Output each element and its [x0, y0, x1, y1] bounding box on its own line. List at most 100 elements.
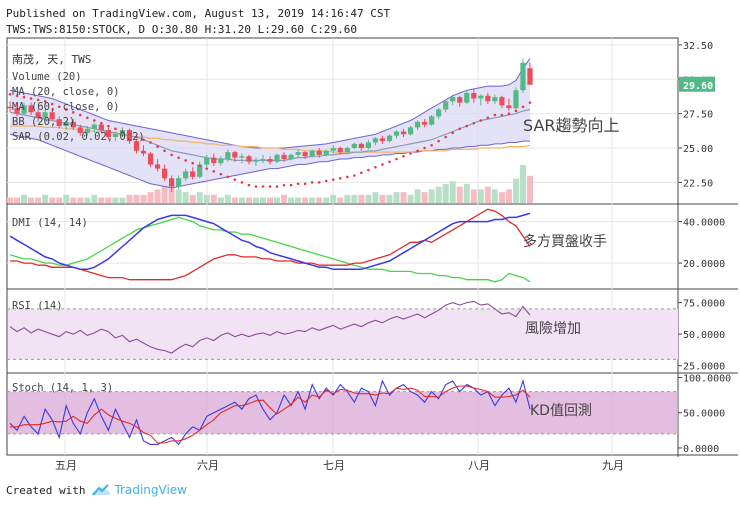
candle-body [302, 152, 308, 157]
sar-dot [114, 127, 117, 131]
candle-body [436, 109, 442, 117]
candle-body [429, 116, 435, 125]
volume-bar [210, 194, 217, 203]
volume-bar [400, 192, 407, 203]
candle-body [464, 93, 470, 103]
tradingview-brand: TradingView [114, 483, 187, 497]
sar-dot [514, 109, 518, 113]
sar-dot [528, 101, 532, 104]
sar-dot [360, 171, 363, 175]
volume-bar [421, 192, 428, 203]
candle-body [112, 134, 119, 137]
volume-bar [231, 197, 238, 203]
volume-bar [393, 192, 400, 203]
sar-dot [226, 175, 230, 179]
tradingview-logo[interactable]: TradingView [91, 483, 187, 497]
volume-bar [295, 197, 302, 203]
candle-body [232, 152, 238, 158]
sar-dot [402, 154, 405, 158]
volume-bar [365, 194, 372, 203]
last-price-badge [679, 76, 715, 92]
volume-bar [288, 197, 295, 203]
volume-bar [91, 194, 98, 203]
volume-bar [133, 194, 140, 203]
candle-body [407, 127, 414, 135]
volume-bar [259, 197, 266, 203]
volume-bar [414, 189, 421, 203]
candle-body [506, 105, 512, 109]
sar-dot [367, 168, 370, 172]
sar-dot [353, 174, 356, 177]
sar-dot [282, 183, 286, 187]
sar-dot [247, 183, 251, 187]
candle-body [457, 97, 463, 103]
bollinger-band-fill [10, 58, 530, 188]
sar-dot [93, 119, 96, 122]
created-with-text: Created with [6, 483, 86, 497]
candle-body [56, 119, 62, 126]
volume-bar [358, 194, 365, 203]
bollinger-lower-line [9, 133, 530, 189]
sar-dot [338, 176, 342, 180]
dmi-y-tick-label: 20.0000 [683, 259, 725, 270]
volume-bar [119, 197, 126, 203]
sar-dot [71, 110, 75, 114]
candle-body [478, 95, 484, 99]
last-price-label: 29.60 [683, 81, 713, 92]
rsi-title: RSI (14) [12, 300, 63, 312]
sar-dot [395, 157, 398, 161]
ma60-line [10, 125, 531, 153]
volume-bar [477, 189, 484, 203]
candle-body [365, 142, 371, 148]
volume-bar [168, 184, 175, 203]
candle-body [77, 127, 83, 133]
volume-bar [140, 194, 147, 203]
x-axis-label: 九月 [602, 459, 624, 472]
legend-item: MA (60, close, 0) [12, 101, 119, 113]
volume-bar [196, 192, 203, 203]
sar-dot [156, 145, 159, 148]
sar-dot [50, 102, 54, 106]
sar-dot [465, 124, 469, 128]
volume-bar [274, 197, 281, 203]
volume-bar [224, 194, 231, 203]
sar-dot [331, 178, 335, 181]
candle-body [161, 168, 168, 179]
volume-bar [512, 178, 519, 203]
sar-dot [212, 170, 216, 173]
candle-body [246, 156, 252, 162]
candle-body [450, 97, 456, 102]
sar-dot [184, 159, 187, 162]
volume-bar [456, 186, 463, 203]
sar-dot [254, 185, 258, 188]
volume-bar [112, 197, 119, 203]
sar-dot [317, 181, 321, 184]
published-line: Published on TradingView.com, August 13,… [6, 7, 391, 20]
sar-dot [219, 172, 223, 176]
candle-body [372, 138, 379, 143]
sar-dot [500, 113, 504, 117]
stoch-d-line [10, 385, 531, 444]
volume-bar [470, 189, 477, 203]
volume-bar [407, 194, 414, 203]
chart-title: 南茂, 天, TWS [12, 52, 91, 66]
volume-bar [316, 197, 323, 203]
candle-body [520, 62, 526, 91]
candle-body [211, 157, 217, 164]
sar-dot [100, 121, 103, 125]
sar-dot [493, 113, 497, 117]
volume-bar [344, 194, 351, 203]
dmi-title: DMI (14, 14) [12, 217, 88, 229]
candle-body [527, 68, 533, 85]
volume-bar [330, 194, 337, 203]
rsi-y-tick-label: 50.0000 [683, 330, 725, 341]
price-y-tick-label: 22.50 [683, 178, 713, 189]
candle-body [176, 178, 182, 187]
price-y-tick-label: 25.00 [683, 144, 713, 155]
candle-body [421, 121, 428, 125]
sar-dot [261, 185, 265, 188]
volume-bar [491, 189, 498, 203]
candle-body [154, 164, 161, 169]
sar-dot [142, 138, 145, 142]
volume-bar [309, 197, 316, 203]
